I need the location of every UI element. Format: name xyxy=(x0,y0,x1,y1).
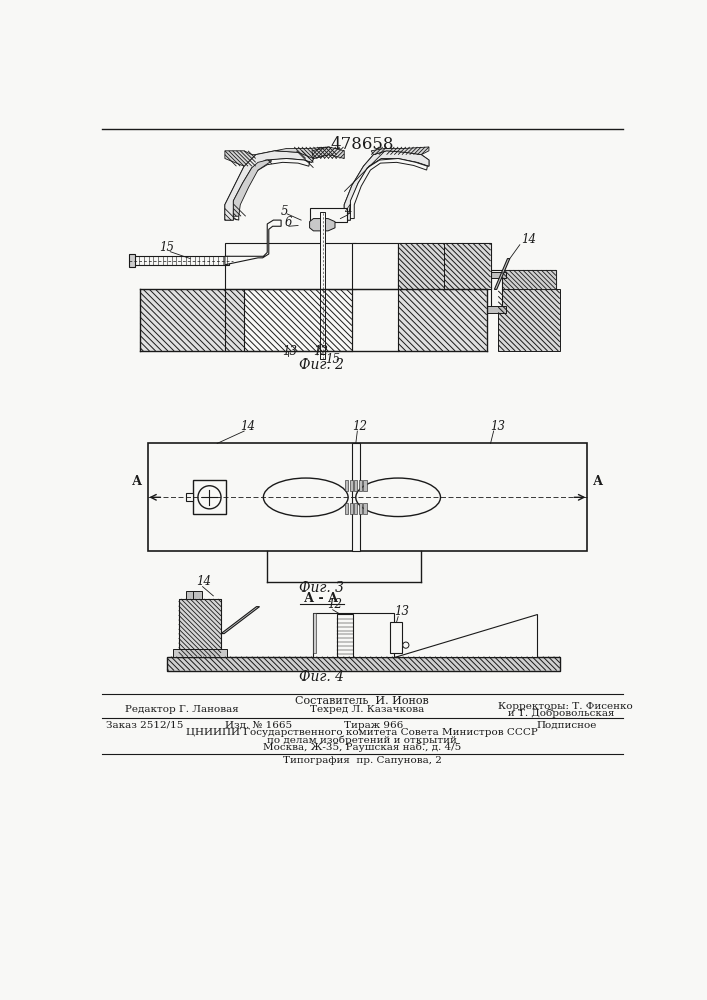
Text: Редактор Г. Лановая: Редактор Г. Лановая xyxy=(125,705,238,714)
Text: 13: 13 xyxy=(283,345,298,358)
Text: А: А xyxy=(592,475,602,488)
Circle shape xyxy=(198,486,221,509)
Bar xyxy=(359,480,362,491)
Circle shape xyxy=(403,642,409,648)
Text: 4: 4 xyxy=(344,204,352,217)
Ellipse shape xyxy=(264,478,348,517)
Bar xyxy=(498,289,560,351)
Text: и Т. Добровольская: и Т. Добровольская xyxy=(498,709,615,718)
Bar xyxy=(167,657,560,671)
Bar xyxy=(491,270,502,309)
Bar xyxy=(179,599,221,657)
Text: Москва, Ж-35, Раушская наб., д. 4/5: Москва, Ж-35, Раушская наб., д. 4/5 xyxy=(263,742,461,752)
Bar xyxy=(244,289,352,351)
Text: Техред Л. Казачкова: Техред Л. Казачкова xyxy=(310,705,423,714)
Polygon shape xyxy=(225,151,256,166)
Text: 14: 14 xyxy=(240,420,255,433)
Bar xyxy=(167,657,560,671)
Bar xyxy=(225,243,356,289)
Polygon shape xyxy=(233,158,310,220)
Polygon shape xyxy=(225,151,313,220)
Bar xyxy=(313,613,316,653)
Bar xyxy=(486,306,506,312)
Bar xyxy=(502,270,556,289)
Text: Подписное: Подписное xyxy=(537,721,597,730)
Bar xyxy=(352,443,360,551)
Bar xyxy=(345,503,348,514)
Text: 5: 5 xyxy=(281,205,288,218)
Text: Фиг. 4: Фиг. 4 xyxy=(298,670,344,684)
Polygon shape xyxy=(225,220,281,265)
Polygon shape xyxy=(344,151,429,220)
Text: по делам изобретений и открытий: по делам изобретений и открытий xyxy=(267,735,457,745)
Text: ЦНИИПИ Государственного комитета Совета Министров СССР: ЦНИИПИ Государственного комитета Совета … xyxy=(186,728,538,737)
Bar xyxy=(398,289,486,351)
Ellipse shape xyxy=(356,478,440,517)
Text: 15: 15 xyxy=(160,241,175,254)
Text: 12: 12 xyxy=(313,345,329,358)
Bar xyxy=(352,243,398,289)
Bar xyxy=(192,591,201,599)
Bar xyxy=(359,503,362,514)
Polygon shape xyxy=(395,614,537,657)
Bar xyxy=(398,243,444,289)
Bar xyxy=(129,254,135,267)
Bar xyxy=(444,243,491,289)
Bar xyxy=(398,243,491,289)
Text: 12: 12 xyxy=(352,420,367,433)
Text: Тираж 966: Тираж 966 xyxy=(344,721,404,730)
Polygon shape xyxy=(221,607,259,634)
Polygon shape xyxy=(310,219,335,231)
Polygon shape xyxy=(225,151,313,220)
Polygon shape xyxy=(312,147,344,158)
Polygon shape xyxy=(344,151,429,220)
Polygon shape xyxy=(494,259,510,289)
Bar xyxy=(363,503,366,514)
Bar xyxy=(313,613,395,657)
Text: А - А: А - А xyxy=(304,592,338,605)
Bar xyxy=(350,503,353,514)
Text: Изд. № 1665: Изд. № 1665 xyxy=(225,721,292,730)
Text: Корректоры: Т. Фисенко: Корректоры: Т. Фисенко xyxy=(498,702,633,711)
Text: 14: 14 xyxy=(521,233,537,246)
Text: 15: 15 xyxy=(325,353,340,366)
Bar xyxy=(140,289,225,351)
Bar xyxy=(350,480,353,491)
Text: А: А xyxy=(132,475,142,488)
Bar xyxy=(486,272,506,278)
Bar xyxy=(225,289,352,351)
Bar xyxy=(354,480,357,491)
Bar xyxy=(354,503,357,514)
Bar xyxy=(179,599,221,657)
Bar xyxy=(320,212,325,359)
Polygon shape xyxy=(371,147,429,155)
Bar xyxy=(310,208,346,222)
Text: 12: 12 xyxy=(327,598,342,611)
Bar xyxy=(132,256,229,265)
Text: Фиг. 3: Фиг. 3 xyxy=(298,581,344,595)
Text: Заказ 2512/15: Заказ 2512/15 xyxy=(105,721,183,730)
Text: 13: 13 xyxy=(491,420,506,433)
Bar xyxy=(187,493,192,501)
Text: 6: 6 xyxy=(284,216,292,229)
Text: 14: 14 xyxy=(197,575,211,588)
Bar xyxy=(192,480,226,514)
Bar xyxy=(345,480,348,491)
Bar xyxy=(502,270,556,289)
Polygon shape xyxy=(233,160,272,216)
Bar xyxy=(363,480,366,491)
Text: 478658: 478658 xyxy=(330,136,394,153)
Text: Фиг. 2: Фиг. 2 xyxy=(298,358,344,372)
Text: 13: 13 xyxy=(395,605,409,618)
Bar xyxy=(187,591,196,599)
Bar xyxy=(173,649,227,657)
Bar xyxy=(337,614,354,657)
Text: Типография  пр. Сапунова, 2: Типография пр. Сапунова, 2 xyxy=(283,756,441,765)
Polygon shape xyxy=(275,147,337,158)
Text: Составитель  И. Ионов: Составитель И. Ионов xyxy=(295,696,429,706)
Bar xyxy=(148,443,587,551)
Polygon shape xyxy=(351,158,428,219)
Bar xyxy=(390,622,402,653)
